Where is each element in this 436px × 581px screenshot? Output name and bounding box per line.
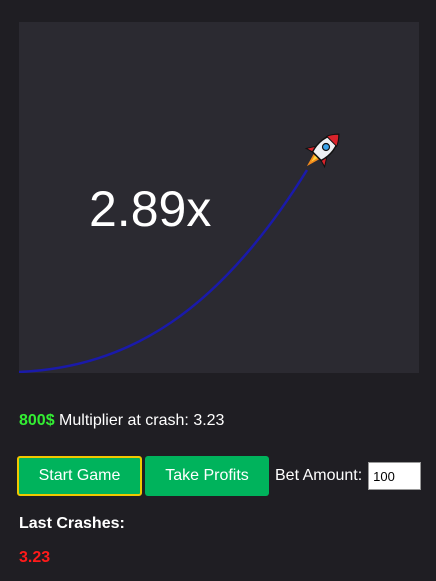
game-canvas: 2.89x: [19, 22, 419, 373]
status-line: 800$ Multiplier at crash: 3.23: [19, 412, 224, 430]
bet-amount-input[interactable]: [368, 462, 422, 490]
multiplier-curve: [19, 169, 309, 373]
start-game-button[interactable]: Start Game: [17, 456, 142, 496]
crash-info: Multiplier at crash: 3.23: [59, 412, 225, 429]
last-crash-item: 3.23: [19, 549, 51, 566]
rocket-icon: [304, 133, 340, 169]
multiplier-graph: [19, 133, 340, 373]
last-crashes-heading: Last Crashes:: [19, 515, 125, 532]
game-controls: Start Game Take Profits Bet Amount:: [17, 456, 422, 496]
balance: 800$: [19, 412, 55, 429]
bet-amount-label: Bet Amount:: [275, 467, 363, 484]
current-multiplier: 2.89x: [89, 181, 212, 237]
take-profits-button[interactable]: Take Profits: [145, 456, 269, 496]
